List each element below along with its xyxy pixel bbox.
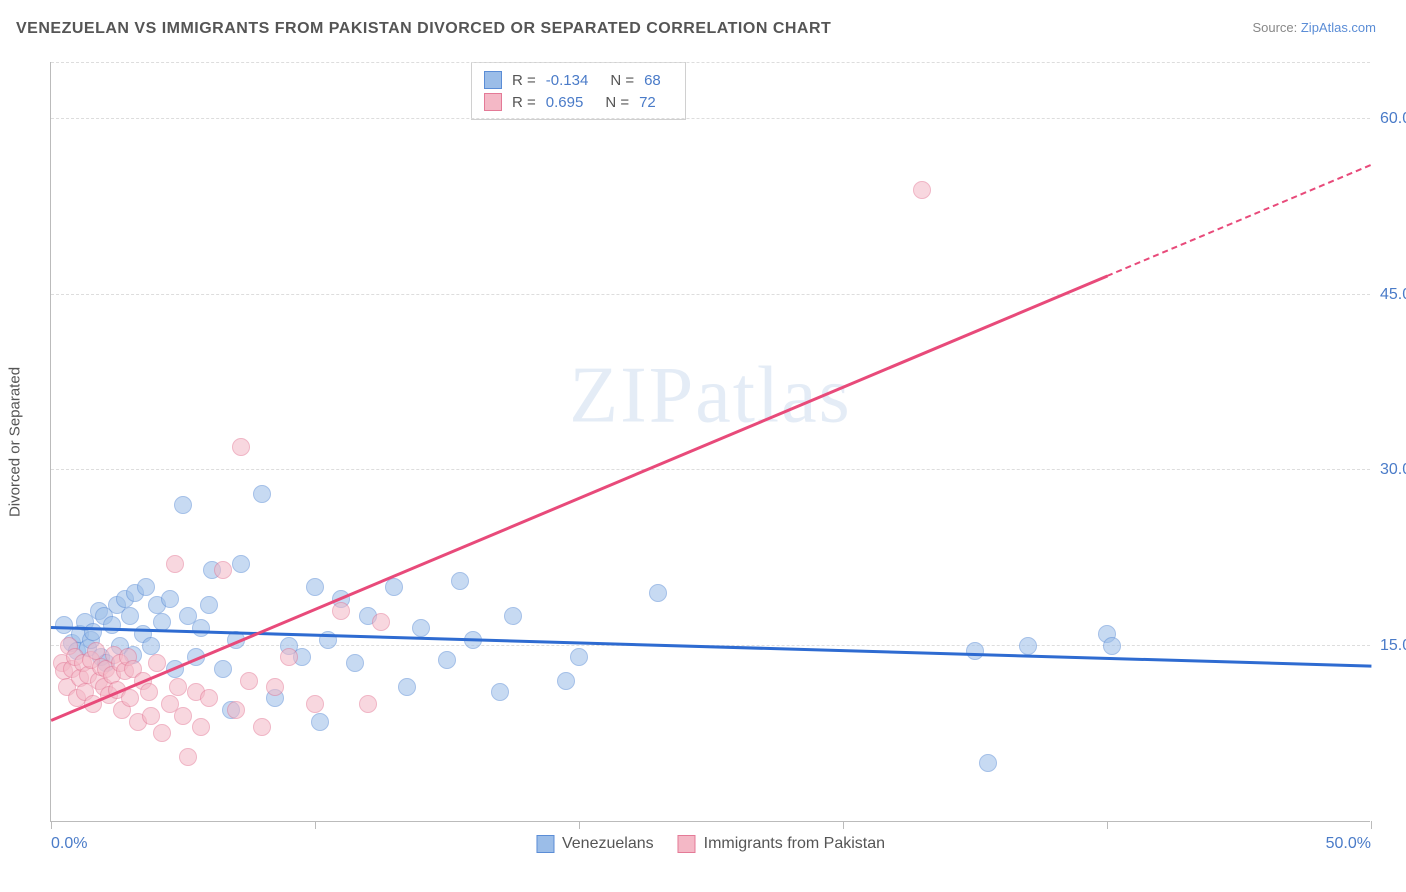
- data-point: [372, 613, 390, 631]
- data-point: [192, 718, 210, 736]
- data-point: [412, 619, 430, 637]
- grid-line: [51, 62, 1370, 63]
- xtick-label: 0.0%: [51, 835, 87, 853]
- grid-line: [51, 118, 1370, 119]
- data-point: [979, 754, 997, 772]
- legend-item-0: Venezuelans: [536, 835, 654, 853]
- data-point: [306, 695, 324, 713]
- data-point: [121, 689, 139, 707]
- xtick: [1107, 821, 1108, 829]
- data-point: [84, 623, 102, 641]
- data-point: [232, 438, 250, 456]
- data-point: [570, 648, 588, 666]
- data-point: [142, 707, 160, 725]
- ytick-label: 30.0%: [1380, 461, 1406, 479]
- data-point: [306, 578, 324, 596]
- data-point: [451, 572, 469, 590]
- xtick-label: 50.0%: [1326, 835, 1371, 853]
- swatch-series-0-b: [536, 835, 554, 853]
- data-point: [966, 642, 984, 660]
- data-point: [253, 485, 271, 503]
- xtick: [843, 821, 844, 829]
- swatch-series-1: [484, 93, 502, 111]
- grid-line: [51, 294, 1370, 295]
- data-point: [280, 648, 298, 666]
- legend-item-1: Immigrants from Pakistan: [678, 835, 885, 853]
- plot-area: ZIPatlas Divorced or Separated R = -0.13…: [50, 62, 1370, 822]
- data-point: [504, 607, 522, 625]
- chart-container: ZIPatlas Divorced or Separated R = -0.13…: [50, 62, 1370, 822]
- data-point: [232, 555, 250, 573]
- source-link[interactable]: ZipAtlas.com: [1301, 20, 1376, 35]
- data-point: [161, 590, 179, 608]
- data-point: [346, 654, 364, 672]
- data-point: [359, 695, 377, 713]
- source-label: Source: ZipAtlas.com: [1252, 20, 1376, 35]
- trend-line: [51, 626, 1371, 667]
- xtick: [1371, 821, 1372, 829]
- data-point: [438, 651, 456, 669]
- data-point: [398, 678, 416, 696]
- chart-title: VENEZUELAN VS IMMIGRANTS FROM PAKISTAN D…: [16, 20, 831, 38]
- data-point: [1103, 637, 1121, 655]
- data-point: [179, 748, 197, 766]
- swatch-series-1-b: [678, 835, 696, 853]
- data-point: [649, 584, 667, 602]
- legend-row-series-1: R = 0.695 N = 72: [484, 91, 673, 113]
- data-point: [491, 683, 509, 701]
- data-point: [311, 713, 329, 731]
- data-point: [166, 555, 184, 573]
- data-point: [214, 561, 232, 579]
- data-point: [148, 654, 166, 672]
- data-point: [103, 616, 121, 634]
- data-point: [913, 181, 931, 199]
- data-point: [214, 660, 232, 678]
- data-point: [153, 724, 171, 742]
- ytick-label: 60.0%: [1380, 110, 1406, 128]
- data-point: [557, 672, 575, 690]
- data-point: [137, 578, 155, 596]
- data-point: [200, 596, 218, 614]
- xtick: [579, 821, 580, 829]
- swatch-series-0: [484, 71, 502, 89]
- data-point: [332, 602, 350, 620]
- data-point: [385, 578, 403, 596]
- data-point: [227, 701, 245, 719]
- data-point: [140, 683, 158, 701]
- data-point: [169, 678, 187, 696]
- data-point: [1019, 637, 1037, 655]
- xtick: [315, 821, 316, 829]
- ytick-label: 45.0%: [1380, 286, 1406, 304]
- data-point: [174, 707, 192, 725]
- data-point: [121, 607, 139, 625]
- data-point: [266, 678, 284, 696]
- correlation-legend: R = -0.134 N = 68 R = 0.695 N = 72: [471, 62, 686, 120]
- series-legend: Venezuelans Immigrants from Pakistan: [536, 835, 885, 853]
- data-point: [240, 672, 258, 690]
- watermark: ZIPatlas: [569, 350, 852, 441]
- trend-line-dashed: [1107, 164, 1372, 277]
- data-point: [192, 619, 210, 637]
- data-point: [174, 496, 192, 514]
- data-point: [200, 689, 218, 707]
- data-point: [253, 718, 271, 736]
- ytick-label: 15.0%: [1380, 637, 1406, 655]
- data-point: [142, 637, 160, 655]
- legend-row-series-0: R = -0.134 N = 68: [484, 69, 673, 91]
- y-axis-label: Divorced or Separated: [7, 366, 24, 516]
- xtick: [51, 821, 52, 829]
- grid-line: [51, 469, 1370, 470]
